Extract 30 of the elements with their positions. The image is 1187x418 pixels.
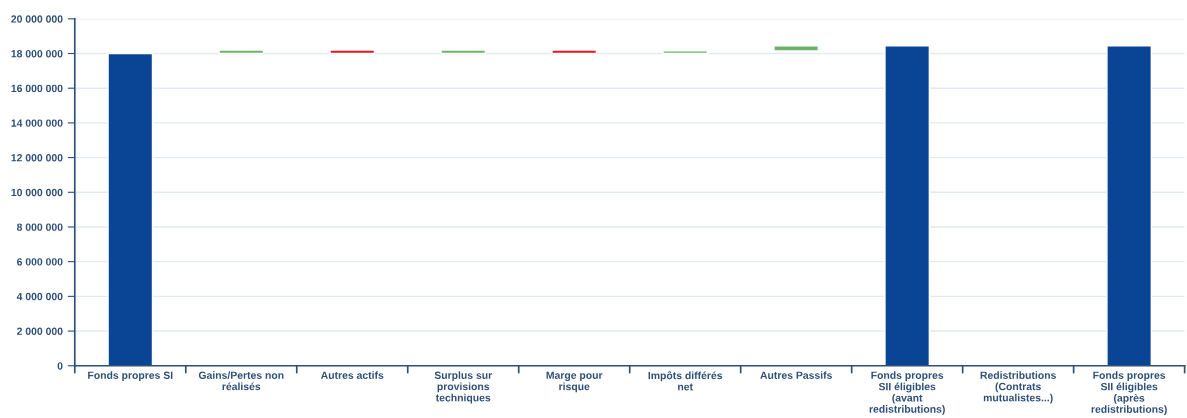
- x-tick-label: Marge pour risque: [546, 371, 603, 393]
- bar: [440, 49, 487, 55]
- bar: [329, 49, 376, 55]
- y-tick-label: 0: [57, 362, 63, 370]
- y-tick-label: 12 000 000: [11, 154, 63, 162]
- bar: [884, 45, 931, 366]
- y-tick-label: 8 000 000: [16, 223, 63, 231]
- y-tick-label: 2 000 000: [17, 327, 63, 335]
- bar: [107, 52, 154, 366]
- bar: [551, 49, 598, 55]
- y-tick-label: 10 000 000: [11, 188, 63, 197]
- bar: [1106, 45, 1153, 366]
- bar: [218, 49, 265, 55]
- x-tick-label: Fonds propres SII éligibles (avant redistributions): [869, 371, 945, 415]
- x-tick-label: Redistributions (Contrats mutualistes...): [980, 371, 1056, 404]
- bar: [773, 45, 820, 52]
- x-tick-label: Autres Passifs: [760, 371, 832, 379]
- x-tick-label: Impôts différés net: [648, 371, 723, 391]
- y-tick-label: 14 000 000: [11, 119, 63, 127]
- x-tick-label: Surplus sur provisions techniques: [434, 371, 493, 404]
- y-tick-label: 6 000 000: [17, 258, 63, 266]
- x-tick-label: Gains/Pertes non réalisés: [198, 371, 284, 391]
- bar: [662, 50, 709, 55]
- y-tick-label: 20 000 000: [11, 15, 63, 23]
- x-tick-label: Fonds propres SII éligibles (après redistributions): [1091, 371, 1167, 415]
- y-tick-label: 4 000 000: [16, 292, 63, 301]
- x-tick-label: Fonds propres SI: [88, 371, 173, 382]
- y-tick-label: 16 000 000: [11, 84, 63, 93]
- x-tick-label: Autres actifs: [320, 371, 384, 379]
- y-tick-label: 18 000 000: [11, 50, 63, 58]
